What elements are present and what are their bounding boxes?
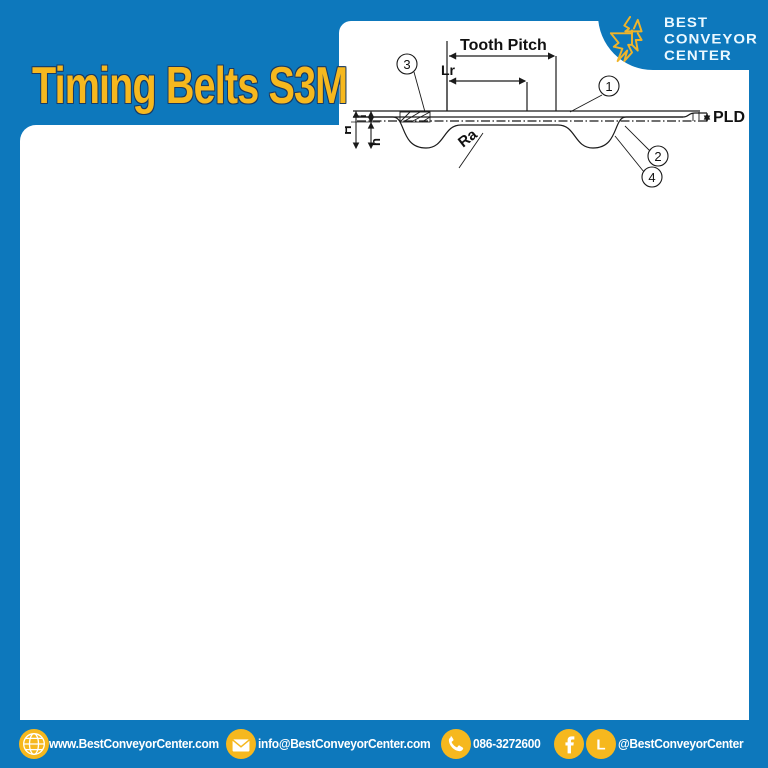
svg-text:3: 3	[403, 57, 410, 72]
svg-text:L: L	[596, 737, 605, 754]
svg-text:i: i	[358, 114, 369, 117]
svg-text:Lr: Lr	[441, 62, 456, 78]
svg-text:H: H	[345, 125, 354, 134]
svg-text:Ra: Ra	[455, 126, 481, 152]
svg-text:h: h	[368, 138, 383, 146]
svg-text:2: 2	[654, 149, 661, 164]
svg-text:Tooth Pitch: Tooth Pitch	[460, 37, 547, 54]
svg-text:PLD: PLD	[713, 109, 745, 126]
svg-text:1: 1	[605, 79, 612, 94]
svg-text:4: 4	[648, 170, 655, 185]
